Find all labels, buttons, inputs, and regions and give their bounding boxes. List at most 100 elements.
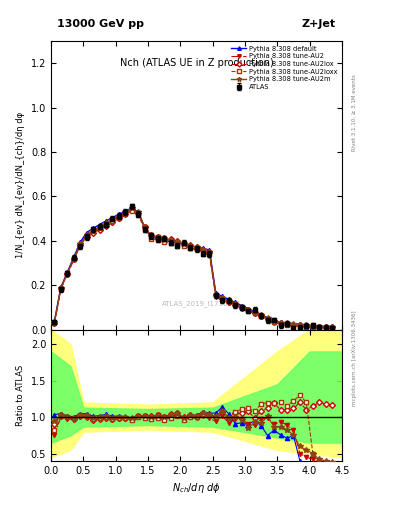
Pythia 8.308 tune-AU2: [142, 224, 147, 230]
Pythia 8.308 tune-AU2lox: [52, 319, 57, 326]
Pythia 8.308 tune-AU2: [226, 300, 231, 306]
Pythia 8.308 tune-AU2m: [72, 255, 76, 262]
Pythia 8.308 tune-AU2m: [252, 310, 257, 316]
Pythia 8.308 tune-AU2m: [65, 270, 70, 276]
Pythia 8.308 tune-AU2lox: [175, 238, 180, 244]
Pythia 8.308 tune-AU2loxx: [123, 211, 128, 217]
Pythia 8.308 tune-AU2: [252, 311, 257, 317]
Pythia 8.308 tune-AU2loxx: [252, 310, 257, 316]
Pythia 8.308 tune-AU2loxx: [181, 243, 186, 249]
Pythia 8.308 tune-AU2m: [78, 241, 83, 247]
Line: Pythia 8.308 tune-AU2m: Pythia 8.308 tune-AU2m: [51, 205, 335, 330]
Pythia 8.308 tune-AU2m: [207, 249, 212, 255]
Pythia 8.308 tune-AU2loxx: [213, 292, 218, 298]
Pythia 8.308 tune-AU2m: [104, 220, 108, 226]
Pythia 8.308 tune-AU2m: [233, 301, 238, 307]
Pythia 8.308 tune-AU2loxx: [110, 218, 115, 224]
Pythia 8.308 tune-AU2lox: [285, 321, 289, 327]
Pythia 8.308 tune-AU2: [155, 234, 160, 240]
Pythia 8.308 tune-AU2m: [142, 224, 147, 230]
Pythia 8.308 default: [207, 247, 212, 253]
Pythia 8.308 tune-AU2lox: [330, 324, 334, 330]
Pythia 8.308 tune-AU2lox: [78, 242, 83, 248]
Pythia 8.308 tune-AU2m: [130, 205, 134, 211]
X-axis label: $N_{ch}/d\eta\ d\phi$: $N_{ch}/d\eta\ d\phi$: [172, 481, 221, 495]
Pythia 8.308 tune-AU2loxx: [246, 307, 251, 313]
Pythia 8.308 default: [213, 290, 218, 296]
Pythia 8.308 tune-AU2m: [123, 209, 128, 215]
Pythia 8.308 tune-AU2lox: [194, 244, 199, 250]
Pythia 8.308 tune-AU2m: [226, 298, 231, 304]
Pythia 8.308 default: [142, 225, 147, 231]
Pythia 8.308 tune-AU2lox: [142, 224, 147, 230]
Pythia 8.308 tune-AU2: [104, 223, 108, 229]
Pythia 8.308 default: [252, 309, 257, 315]
Pythia 8.308 tune-AU2m: [265, 315, 270, 322]
Pythia 8.308 tune-AU2m: [52, 319, 57, 326]
Pythia 8.308 tune-AU2lox: [298, 322, 302, 328]
Pythia 8.308 tune-AU2loxx: [200, 247, 205, 253]
Pythia 8.308 tune-AU2loxx: [323, 325, 328, 331]
Pythia 8.308 default: [162, 237, 167, 243]
Pythia 8.308 default: [104, 218, 108, 224]
Pythia 8.308 tune-AU2loxx: [188, 245, 193, 251]
Pythia 8.308 tune-AU2lox: [72, 257, 76, 263]
Pythia 8.308 tune-AU2: [149, 232, 154, 239]
Pythia 8.308 tune-AU2: [246, 308, 251, 314]
Pythia 8.308 tune-AU2loxx: [317, 325, 321, 331]
Pythia 8.308 tune-AU2loxx: [259, 313, 263, 319]
Pythia 8.308 tune-AU2loxx: [310, 324, 315, 330]
Pythia 8.308 tune-AU2m: [91, 228, 95, 234]
Pythia 8.308 default: [168, 239, 173, 245]
Pythia 8.308 default: [149, 234, 154, 240]
Pythia 8.308 tune-AU2lox: [252, 310, 257, 316]
Pythia 8.308 tune-AU2: [298, 323, 302, 329]
Pythia 8.308 tune-AU2lox: [265, 316, 270, 322]
Pythia 8.308 tune-AU2lox: [272, 318, 276, 325]
Pythia 8.308 tune-AU2m: [246, 307, 251, 313]
Pythia 8.308 default: [259, 312, 263, 318]
Pythia 8.308 tune-AU2loxx: [265, 316, 270, 323]
Pythia 8.308 tune-AU2: [233, 303, 238, 309]
Line: Pythia 8.308 tune-AU2lox: Pythia 8.308 tune-AU2lox: [52, 207, 334, 329]
Pythia 8.308 tune-AU2: [194, 247, 199, 253]
Pythia 8.308 tune-AU2m: [285, 321, 289, 327]
Pythia 8.308 tune-AU2lox: [155, 233, 160, 240]
Pythia 8.308 tune-AU2loxx: [233, 301, 238, 307]
Pythia 8.308 tune-AU2loxx: [168, 240, 173, 246]
Pythia 8.308 tune-AU2loxx: [304, 324, 309, 330]
Pythia 8.308 tune-AU2loxx: [149, 236, 154, 242]
Pythia 8.308 default: [52, 319, 57, 325]
Pythia 8.308 tune-AU2: [130, 207, 134, 213]
Pythia 8.308 tune-AU2m: [330, 324, 334, 330]
Pythia 8.308 tune-AU2loxx: [175, 242, 180, 248]
Pythia 8.308 tune-AU2loxx: [59, 286, 63, 292]
Pythia 8.308 default: [91, 225, 95, 231]
Pythia 8.308 default: [278, 319, 283, 326]
Pythia 8.308 tune-AU2: [310, 325, 315, 331]
Pythia 8.308 tune-AU2m: [323, 324, 328, 330]
Line: Pythia 8.308 default: Pythia 8.308 default: [52, 206, 334, 328]
Pythia 8.308 tune-AU2: [259, 313, 263, 319]
Pythia 8.308 tune-AU2loxx: [72, 256, 76, 262]
Pythia 8.308 tune-AU2lox: [168, 237, 173, 243]
Pythia 8.308 tune-AU2m: [278, 320, 283, 326]
Pythia 8.308 tune-AU2lox: [213, 292, 218, 298]
Pythia 8.308 tune-AU2loxx: [97, 225, 102, 231]
Pythia 8.308 default: [110, 215, 115, 221]
Pythia 8.308 tune-AU2: [285, 322, 289, 328]
Pythia 8.308 tune-AU2loxx: [136, 212, 141, 218]
Pythia 8.308 tune-AU2: [291, 323, 296, 329]
Pythia 8.308 tune-AU2: [272, 319, 276, 326]
Pythia 8.308 tune-AU2lox: [84, 233, 89, 240]
Pythia 8.308 default: [226, 296, 231, 303]
Pythia 8.308 tune-AU2m: [194, 244, 199, 250]
Line: Pythia 8.308 tune-AU2loxx: Pythia 8.308 tune-AU2loxx: [52, 208, 334, 330]
Pythia 8.308 default: [194, 244, 199, 250]
Y-axis label: 1/N_{ev} dN_{ev}/dN_{ch}/dη dφ: 1/N_{ev} dN_{ev}/dN_{ch}/dη dφ: [16, 112, 25, 259]
Pythia 8.308 tune-AU2loxx: [298, 323, 302, 329]
Pythia 8.308 tune-AU2loxx: [272, 319, 276, 325]
Pythia 8.308 tune-AU2: [239, 305, 244, 311]
Pythia 8.308 tune-AU2loxx: [291, 323, 296, 329]
Pythia 8.308 default: [233, 300, 238, 306]
